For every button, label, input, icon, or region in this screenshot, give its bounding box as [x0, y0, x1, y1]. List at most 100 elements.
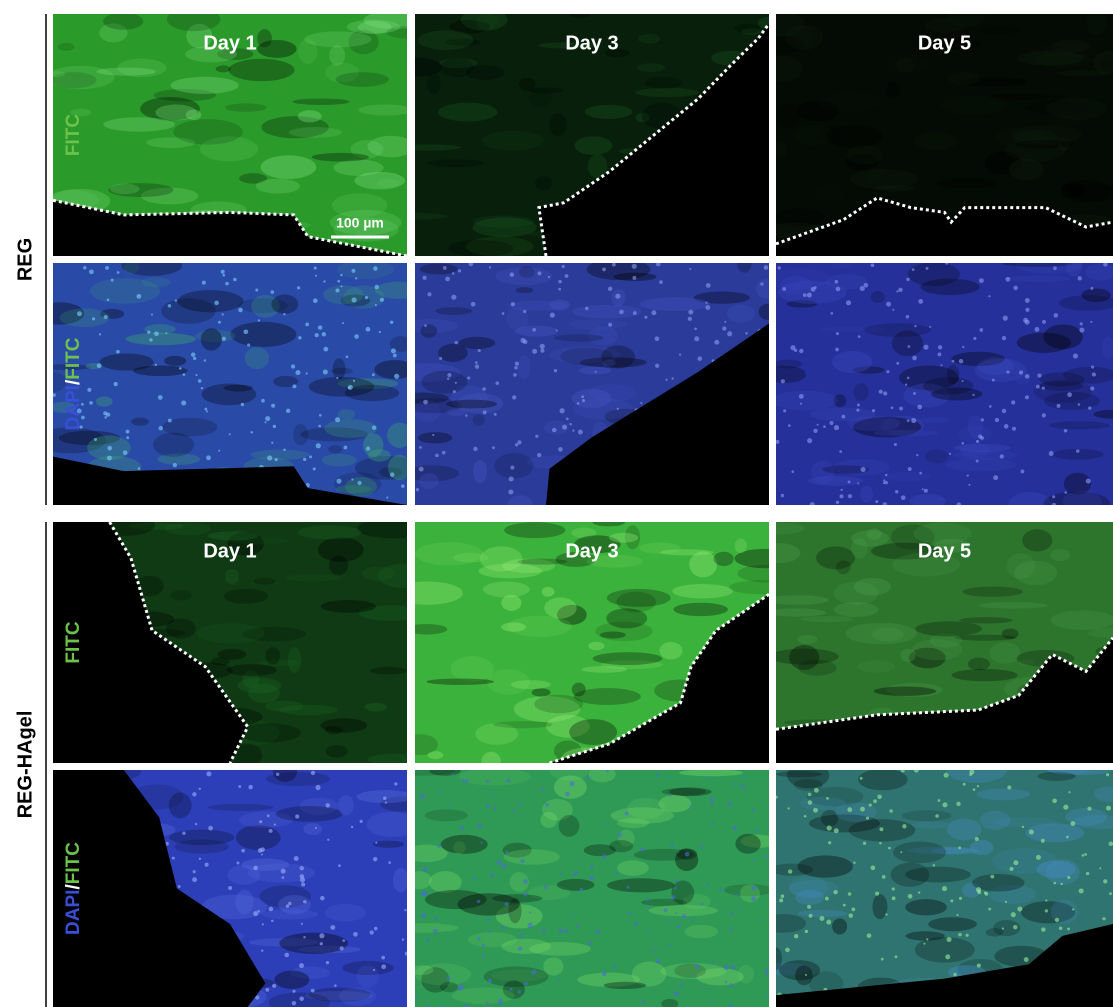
texture-blob: [960, 443, 990, 458]
nucleus-speck: [879, 842, 882, 845]
nucleus-speck: [192, 792, 196, 796]
nucleus-speck: [497, 860, 502, 865]
nucleus-speck: [908, 894, 913, 899]
nucleus-speck: [906, 315, 910, 319]
nucleus-speck: [1036, 855, 1041, 860]
texture-blob: [504, 522, 565, 538]
nucleus-speck: [105, 266, 109, 270]
nucleus-speck: [286, 904, 290, 908]
nucleus-speck: [488, 930, 491, 933]
nucleus-speck: [1060, 883, 1062, 885]
nucleus-speck: [97, 363, 102, 368]
nucleus-speck: [316, 443, 321, 448]
texture-blob: [131, 417, 149, 425]
texture-blob: [511, 680, 551, 689]
nucleus-speck: [840, 494, 844, 498]
nucleus-speck: [975, 837, 979, 841]
nucleus-speck: [1086, 872, 1089, 875]
nucleus-speck: [532, 969, 537, 974]
nucleus-speck: [828, 841, 831, 844]
nucleus-speck: [437, 845, 440, 848]
nucleus-speck: [907, 419, 910, 422]
texture-blob: [671, 880, 694, 904]
texture-blob: [738, 965, 754, 984]
nucleus-speck: [548, 276, 550, 278]
nucleus-speck: [1066, 836, 1069, 839]
nucleus-speck: [288, 902, 291, 905]
nucleus-speck: [933, 864, 936, 867]
nucleus-speck: [751, 886, 756, 891]
nucleus-speck: [765, 973, 768, 976]
texture-blob: [347, 20, 400, 34]
nucleus-speck: [848, 480, 851, 483]
nucleus-speck: [873, 799, 877, 803]
nucleus-speck: [385, 802, 387, 804]
nucleus-speck: [206, 455, 211, 460]
nucleus-speck: [509, 988, 512, 991]
nucleus-speck: [372, 425, 376, 429]
nucleus-speck: [766, 855, 769, 858]
nucleus-speck: [794, 934, 798, 938]
texture-blob: [767, 595, 828, 605]
nucleus-speck: [833, 890, 837, 894]
nucleus-speck: [165, 332, 167, 334]
texture-blob: [1014, 561, 1057, 586]
nucleus-speck: [447, 378, 449, 380]
nucleus-speck: [785, 948, 790, 953]
nucleus-speck: [326, 961, 329, 964]
nucleus-speck: [193, 357, 196, 360]
nucleus-speck: [199, 788, 201, 790]
nucleus-speck: [863, 842, 866, 845]
nucleus-speck: [518, 947, 522, 951]
nucleus-speck: [953, 973, 956, 976]
nucleus-speck: [918, 299, 923, 304]
texture-blob: [320, 718, 367, 732]
texture-blob: [1047, 98, 1107, 120]
nucleus-speck: [1072, 908, 1074, 910]
texture-blob: [1064, 473, 1091, 495]
texture-blob: [685, 925, 718, 939]
texture-blob: [245, 347, 269, 369]
nucleus-speck: [1052, 495, 1055, 498]
texture-blob: [569, 719, 617, 745]
nucleus-speck: [574, 871, 577, 874]
texture-blob: [963, 587, 1023, 597]
texture-blob: [501, 939, 551, 954]
nucleus-speck: [225, 282, 229, 286]
nucleus-speck: [1045, 899, 1047, 901]
nucleus-speck: [316, 785, 321, 790]
nucleus-speck: [608, 323, 612, 327]
nucleus-speck: [489, 266, 491, 268]
nucleus-speck: [571, 916, 573, 918]
texture-blob: [874, 430, 939, 437]
nucleus-speck: [864, 283, 869, 288]
texture-blob: [333, 358, 346, 379]
nucleus-speck: [667, 776, 669, 778]
texture-blob: [572, 305, 642, 319]
nucleus-speck: [651, 310, 656, 315]
texture-blob: [358, 104, 412, 115]
nucleus-speck: [988, 295, 990, 297]
nucleus-speck: [319, 933, 324, 938]
texture-blob: [601, 346, 635, 369]
nucleus-speck: [416, 488, 419, 491]
nucleus-speck: [751, 896, 756, 901]
texture-blob: [860, 485, 873, 502]
texture-blob: [925, 449, 948, 463]
nucleus-speck: [958, 846, 961, 849]
nucleus-speck: [241, 403, 244, 406]
texture-blob: [559, 815, 580, 837]
nucleus-speck: [178, 885, 181, 888]
texture-blob: [420, 324, 437, 338]
texture-blob: [508, 898, 521, 924]
nucleus-speck: [492, 446, 495, 449]
nucleus-speck: [1064, 429, 1068, 433]
texture-blob: [141, 277, 170, 287]
nucleus-speck: [558, 447, 563, 452]
nucleus-speck: [435, 454, 439, 458]
nucleus-speck: [499, 913, 501, 915]
nucleus-speck: [923, 345, 928, 350]
nucleus-speck: [938, 799, 941, 802]
nucleus-speck: [427, 292, 431, 296]
nucleus-speck: [92, 317, 95, 320]
